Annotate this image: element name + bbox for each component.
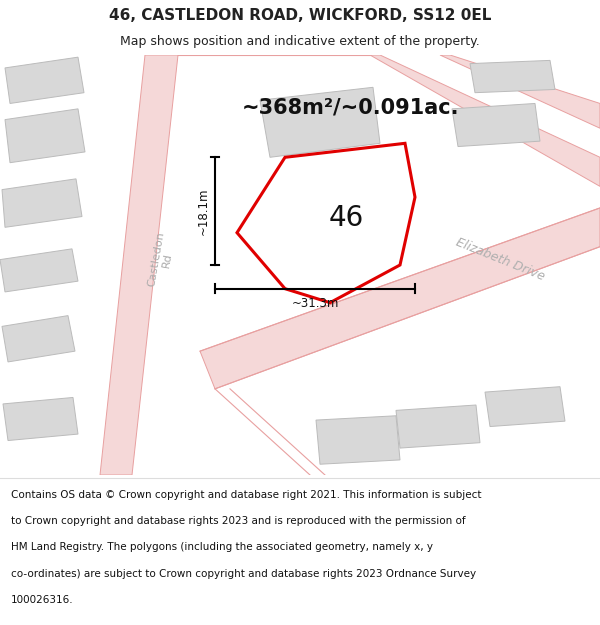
Text: 46: 46 [329,204,364,232]
Text: 46, CASTLEDON ROAD, WICKFORD, SS12 0EL: 46, CASTLEDON ROAD, WICKFORD, SS12 0EL [109,8,491,23]
Text: Contains OS data © Crown copyright and database right 2021. This information is : Contains OS data © Crown copyright and d… [11,490,481,500]
Polygon shape [440,55,600,128]
Text: HM Land Registry. The polygons (including the associated geometry, namely x, y: HM Land Registry. The polygons (includin… [11,542,433,552]
Polygon shape [2,179,82,227]
Polygon shape [452,104,540,146]
Text: 100026316.: 100026316. [11,595,73,605]
Text: ~18.1m: ~18.1m [197,188,209,235]
Polygon shape [316,416,400,464]
Text: Elizabeth Drive: Elizabeth Drive [454,236,547,283]
Polygon shape [370,55,600,186]
Text: Map shows position and indicative extent of the property.: Map shows position and indicative extent… [120,35,480,48]
Polygon shape [200,208,600,389]
Text: ~368m²/~0.091ac.: ~368m²/~0.091ac. [241,98,459,118]
Polygon shape [485,387,565,426]
Polygon shape [5,109,85,162]
Polygon shape [100,55,178,475]
Polygon shape [3,398,78,441]
Polygon shape [396,405,480,448]
Polygon shape [0,249,78,292]
Text: to Crown copyright and database rights 2023 and is reproduced with the permissio: to Crown copyright and database rights 2… [11,516,466,526]
Polygon shape [237,143,415,302]
Text: co-ordinates) are subject to Crown copyright and database rights 2023 Ordnance S: co-ordinates) are subject to Crown copyr… [11,569,476,579]
Text: Castledon
Rd: Castledon Rd [146,230,178,289]
Polygon shape [2,316,75,362]
Polygon shape [260,88,380,158]
Polygon shape [5,57,84,104]
Polygon shape [470,61,555,92]
Text: ~31.3m: ~31.3m [292,298,338,310]
